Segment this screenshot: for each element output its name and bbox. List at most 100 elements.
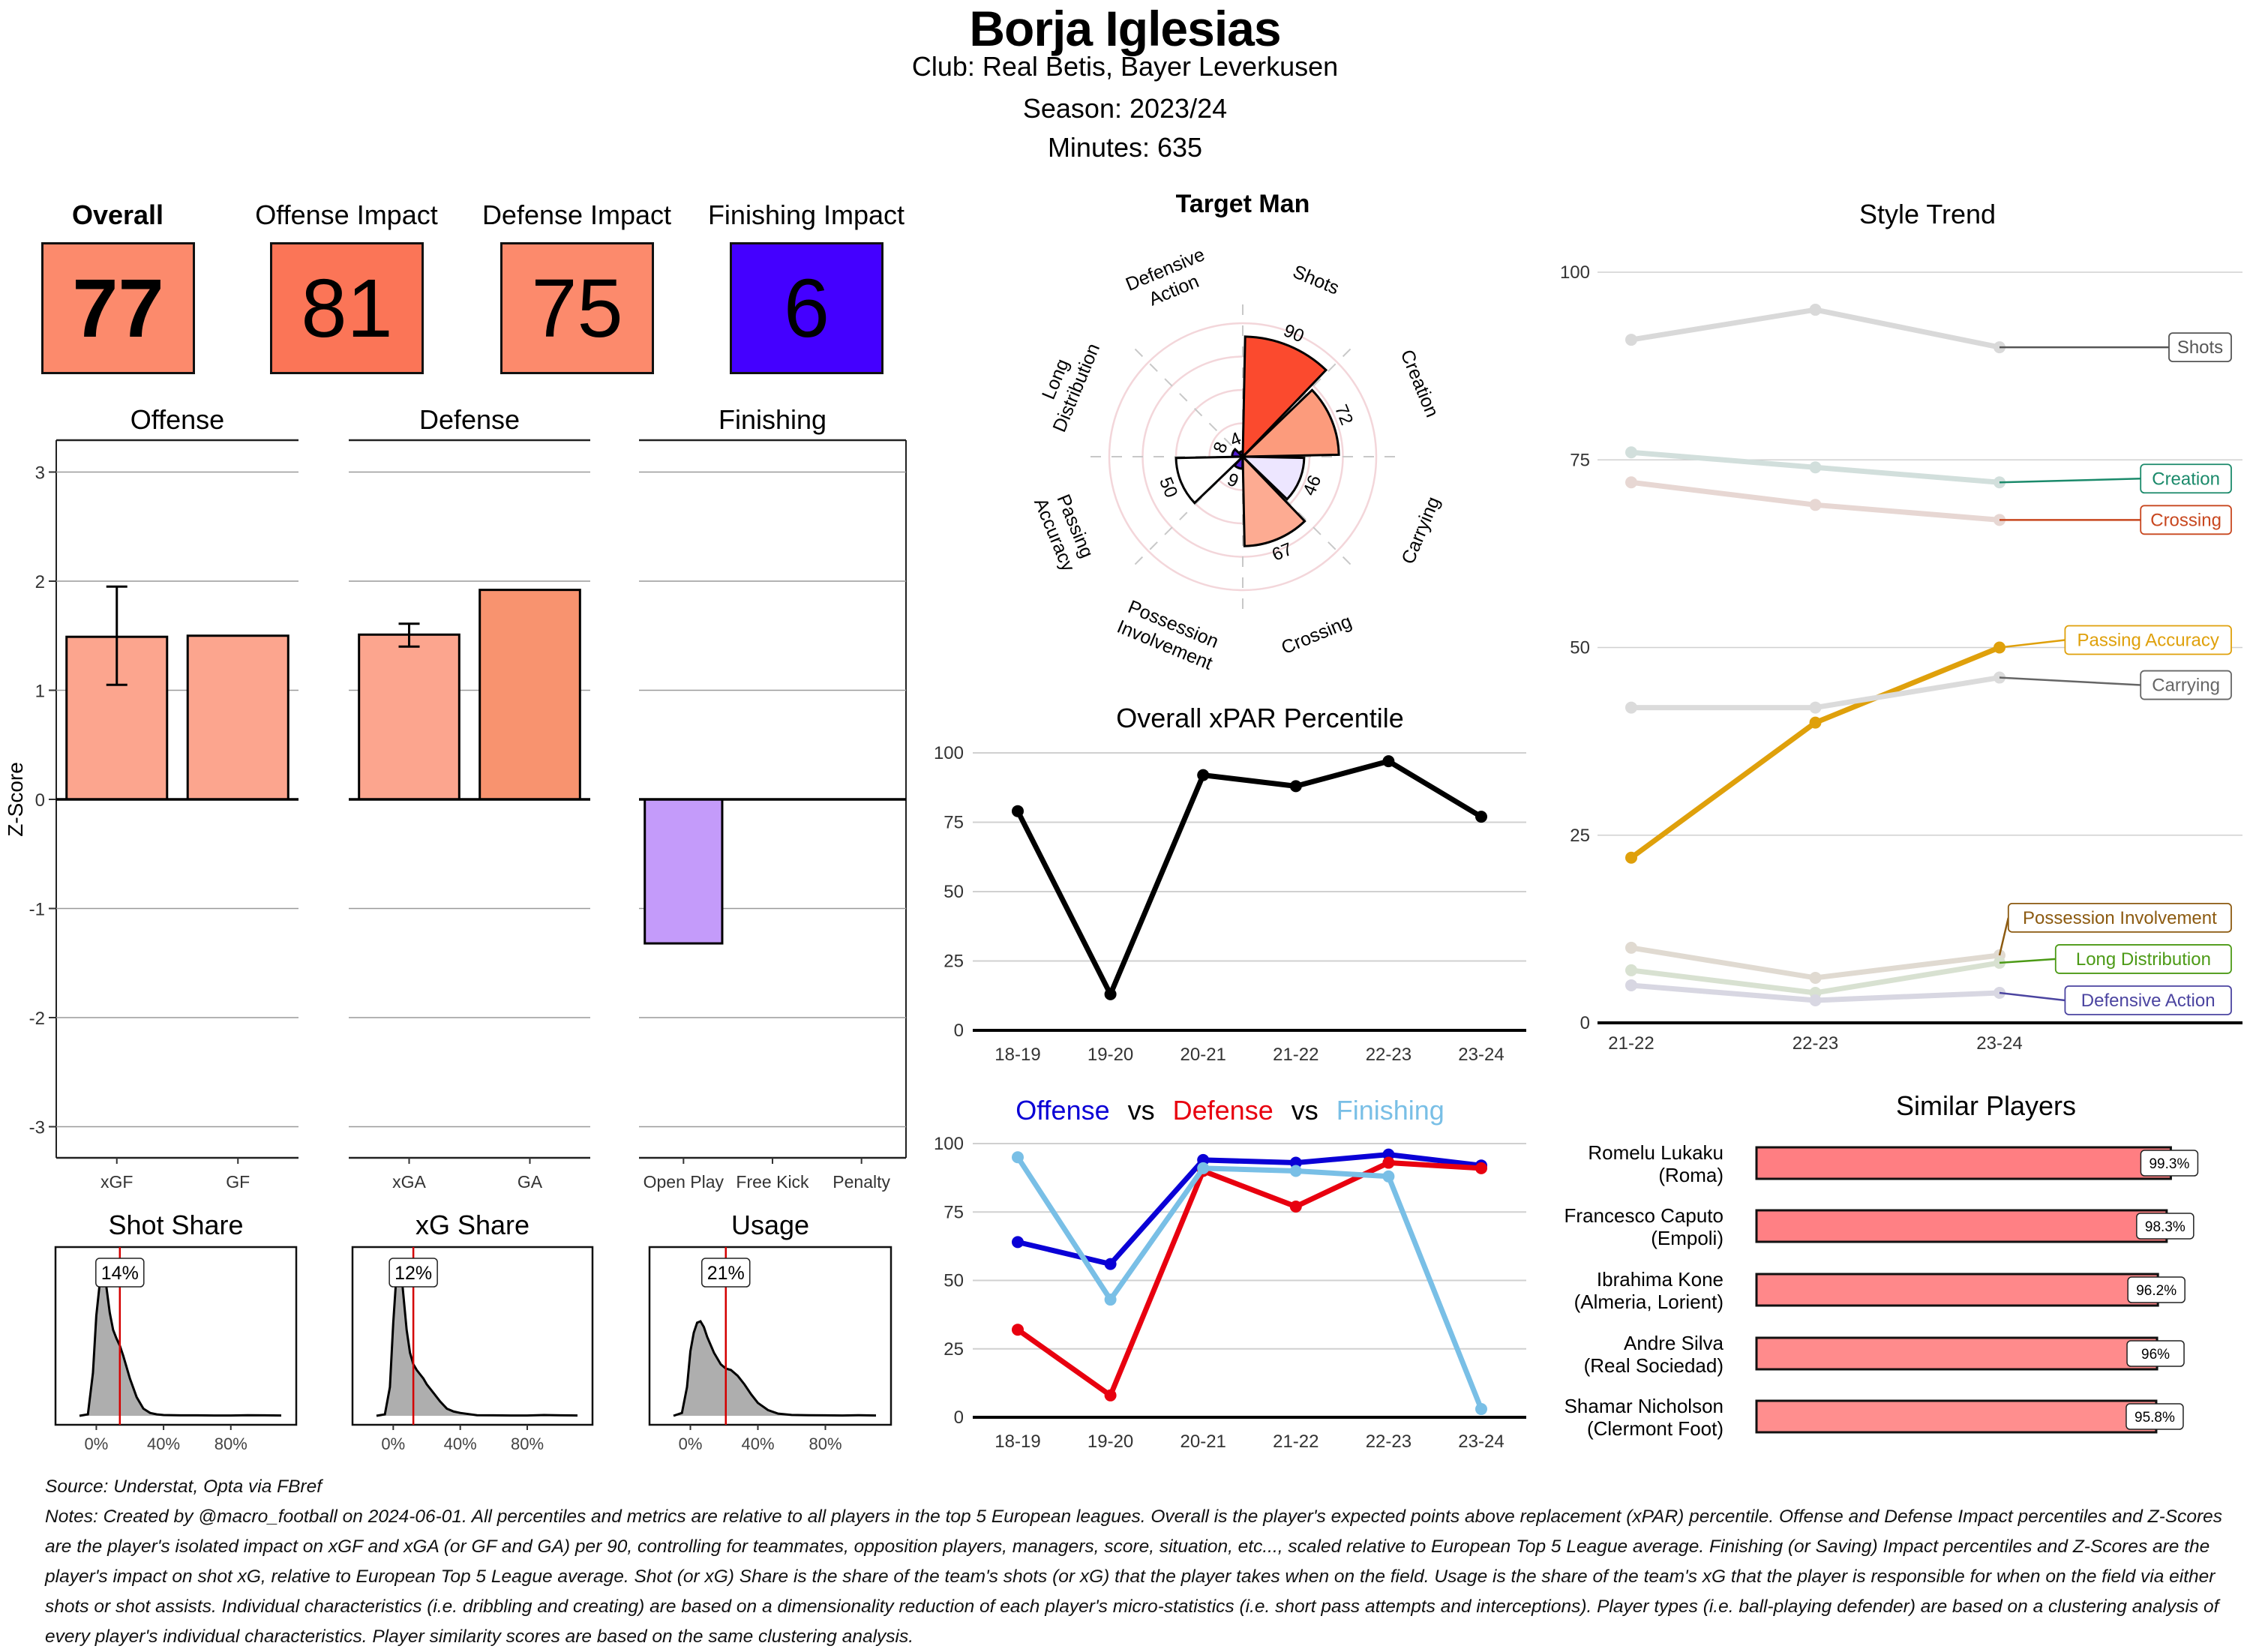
score-label: Overall	[71, 199, 164, 230]
marker-label-box	[95, 1258, 145, 1288]
y-tick-label: 75	[944, 1202, 964, 1222]
trend-point	[1809, 701, 1822, 714]
zscore-panel-offense: Offense xGF GF	[56, 404, 298, 1192]
data-point	[1104, 988, 1117, 1000]
trend-point	[1625, 941, 1637, 954]
data-point	[1475, 811, 1487, 823]
score-label: Defense Impact	[482, 199, 672, 230]
title-part: Defense	[1173, 1095, 1274, 1126]
x-tick-label: GA	[518, 1172, 543, 1192]
trend-point	[1625, 851, 1637, 864]
label-leader	[1999, 478, 2141, 484]
x-tick-label: 23-24	[1458, 1432, 1504, 1452]
data-point	[1012, 1151, 1024, 1164]
marker-label: 14%	[101, 1263, 139, 1284]
panel-title: xG Share	[416, 1210, 530, 1240]
title-part: vs	[1128, 1095, 1155, 1126]
data-point	[1382, 755, 1395, 768]
score-value-box: 6	[730, 242, 884, 374]
x-tick-label: 21-22	[1273, 1432, 1318, 1452]
trend-point	[1625, 446, 1637, 459]
data-point	[1289, 780, 1302, 793]
radar-slice-defensive-action	[1237, 450, 1244, 460]
similarity-bar	[1755, 1399, 2158, 1434]
x-tick-label: xGF	[100, 1172, 133, 1192]
y-tick-label: 100	[1560, 262, 1590, 283]
score-value-box: 75	[500, 242, 654, 374]
player-club: (Empoli)	[1651, 1227, 1724, 1249]
y-tick-label: -2	[29, 1009, 45, 1029]
y-tick-label: 25	[944, 1339, 964, 1360]
zscore-panel-finishing: Finishing Open Play Free Kick Penalty	[639, 404, 907, 1192]
marker-label-box	[388, 1258, 438, 1288]
series-label: Possession Involvement	[2023, 908, 2217, 928]
y-tick-label: 100	[934, 743, 964, 763]
x-tick-label: 40%	[147, 1435, 180, 1453]
radar-category-label: Creation	[1396, 346, 1443, 420]
x-tick-label: 23-24	[1458, 1045, 1504, 1065]
data-point	[1197, 769, 1210, 781]
source-note: Source: Understat, Opta via FBref	[45, 1477, 322, 1497]
minutes-line: Minutes: 635	[1047, 132, 1203, 163]
radar-value-label: 72	[1330, 402, 1357, 428]
xpar-percentile-chart: 0 25 50 75 100 18-19 19-20 20-21 21-22 22-23 23-24…	[934, 703, 1526, 1065]
trend-point	[1809, 461, 1822, 474]
data-point	[1012, 805, 1024, 817]
x-tick-label: 19-20	[1088, 1045, 1133, 1065]
similarity-label: 96.2%	[2136, 1283, 2176, 1299]
trend-point	[1809, 716, 1822, 729]
data-point	[1197, 1162, 1210, 1174]
bar-xgf	[65, 635, 169, 801]
series-label: Creation	[2152, 469, 2220, 489]
x-tick-label: 22-23	[1366, 1045, 1412, 1065]
y-tick-label: 75	[1570, 450, 1590, 470]
y-tick-label: 25	[1570, 826, 1590, 846]
series-label-box	[2054, 944, 2232, 974]
x-tick-label: Penalty	[832, 1172, 890, 1192]
trend-point	[1625, 701, 1637, 714]
data-point	[1382, 1148, 1395, 1161]
radar-slice-crossing	[1241, 454, 1306, 547]
y-tick-label: 75	[944, 813, 964, 833]
club-line: Club: Real Betis, Bayer Leverkusen	[911, 51, 1339, 82]
label-leader	[1999, 676, 2141, 686]
panel-title: Usage	[731, 1210, 809, 1240]
series-label-box	[2140, 670, 2232, 700]
y-tick-label: 1	[35, 682, 45, 702]
x-tick-label: 22-23	[1792, 1033, 1838, 1054]
marker-label-box	[701, 1258, 751, 1288]
radar-value-label: 46	[1299, 472, 1325, 499]
similarity-label-box	[2126, 1403, 2184, 1430]
similarity-label-box	[2136, 1213, 2194, 1240]
data-point	[1289, 1165, 1302, 1177]
x-tick-label: 21-22	[1608, 1033, 1654, 1054]
player-name: Shamar Nicholson	[1564, 1395, 1724, 1417]
series-label: Shots	[2177, 337, 2223, 358]
y-tick-label: 50	[944, 1271, 964, 1291]
score-label: Offense Impact	[255, 199, 438, 230]
similarity-bar	[1755, 1336, 2158, 1371]
radar-value-label: 50	[1155, 475, 1181, 501]
series-label-box	[2140, 463, 2232, 494]
series-label-box	[2168, 332, 2232, 363]
similarity-label-box	[2127, 1276, 2186, 1303]
similarity-bar	[1755, 1273, 2159, 1307]
player-name: Andre Silva	[1624, 1332, 1724, 1354]
label-leader	[1999, 991, 2066, 1002]
data-point	[1104, 1294, 1117, 1306]
series-label-box	[2007, 902, 2232, 933]
bar-open-play	[644, 798, 724, 945]
series-line-xpar	[1015, 758, 1483, 997]
density-area	[674, 1321, 876, 1416]
panel-frame	[648, 1246, 892, 1426]
score-value-box: 81	[270, 242, 424, 374]
chart-title: Offense vs Defense vs Finishing	[1016, 1095, 1444, 1126]
data-point	[1382, 1156, 1395, 1169]
y-axis-label: Z-Score	[4, 762, 27, 837]
score-value-box: 77	[41, 242, 195, 374]
marker-label: 12%	[394, 1263, 432, 1284]
y-tick-label: -1	[29, 900, 45, 920]
similarity-label: 96%	[2141, 1347, 2170, 1363]
similarity-label-box	[2126, 1340, 2185, 1367]
panel-title: Finishing	[718, 404, 826, 435]
